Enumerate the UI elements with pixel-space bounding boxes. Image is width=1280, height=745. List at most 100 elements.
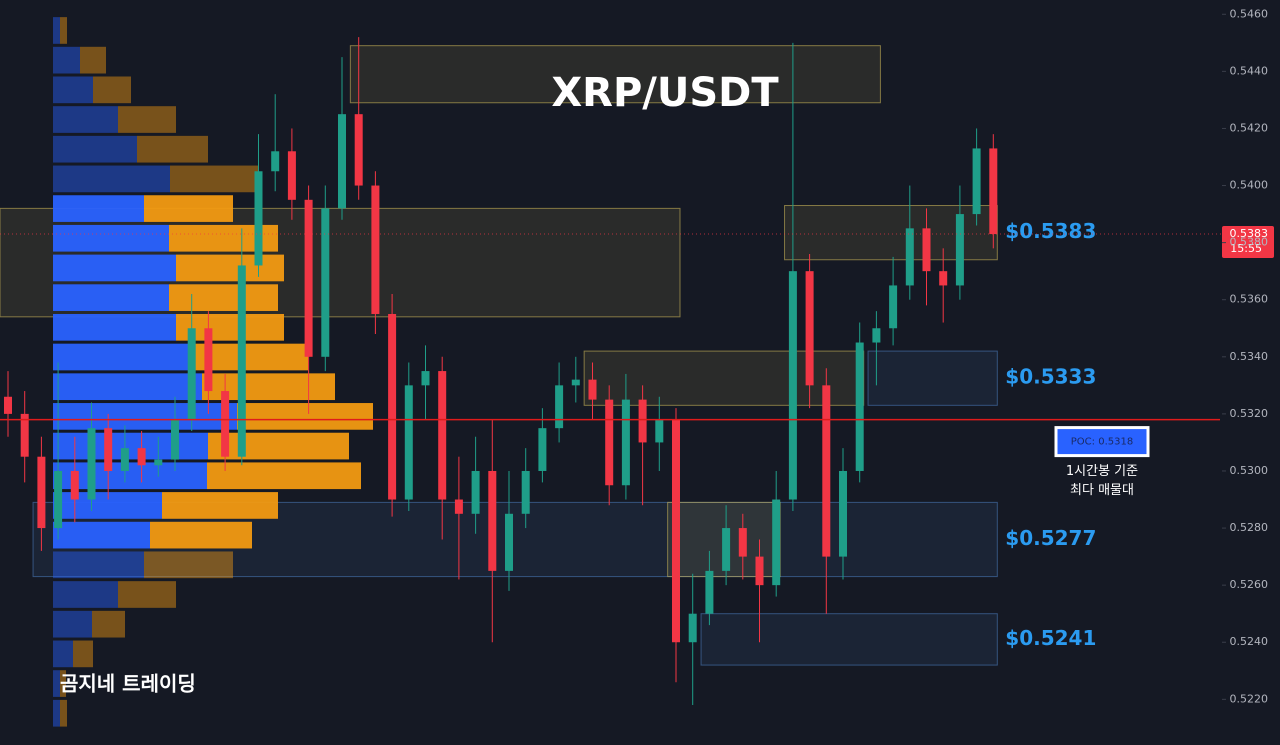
volume-profile: [53, 17, 373, 727]
candle-body: [922, 228, 931, 272]
profile-buy: [53, 581, 118, 608]
candle-body: [221, 391, 230, 457]
candle-body: [638, 399, 647, 443]
profile-sell: [169, 284, 278, 311]
profile-buy: [53, 76, 93, 104]
y-tick-label: 0.5360: [1230, 293, 1269, 306]
candle-body: [321, 208, 330, 357]
profile-sell: [60, 17, 67, 44]
profile-sell: [92, 610, 125, 638]
zone: [583, 350, 865, 406]
profile-buy: [53, 343, 188, 371]
candle-body: [738, 528, 747, 557]
candle-body: [872, 328, 881, 343]
candle-body: [688, 613, 697, 643]
poc-label: POC: 0.5318: [1071, 437, 1133, 448]
profile-sell: [170, 165, 258, 193]
y-tick-label: 0.5240: [1230, 635, 1269, 648]
candle-body: [271, 151, 280, 172]
y-tick-label: 0.5400: [1230, 179, 1269, 192]
candle-body: [254, 171, 263, 266]
profile-sell: [162, 492, 278, 519]
candle-body: [287, 151, 296, 200]
watermark: 곰지네 트레이딩: [60, 672, 196, 696]
profile-sell: [60, 670, 66, 697]
profile-buy: [53, 106, 118, 133]
candle-body: [104, 428, 113, 471]
poc-box: [1054, 426, 1150, 458]
candle-body: [788, 271, 797, 500]
last-price-time: 15:55: [1230, 242, 1262, 255]
candle-body: [605, 399, 614, 486]
candle-body: [187, 328, 196, 420]
candle-body: [955, 214, 964, 286]
zone-label: $0.5333: [1005, 365, 1096, 389]
y-tick-label: 0.5380: [1230, 236, 1269, 249]
candle-body: [571, 379, 580, 386]
candle-body: [989, 148, 998, 235]
y-tick-label: 0.5420: [1230, 121, 1269, 134]
profile-sell: [80, 46, 106, 74]
candle-body: [388, 313, 397, 500]
candle-body: [521, 470, 530, 514]
candle-body: [237, 265, 246, 457]
candle-body: [488, 470, 497, 571]
candle-body: [855, 342, 864, 471]
profile-buy: [53, 165, 170, 193]
last-price-box: [1222, 226, 1274, 259]
candle-body: [805, 271, 814, 386]
candle-body: [672, 419, 680, 643]
profile-sell: [208, 432, 349, 460]
profile-sell: [118, 581, 176, 608]
profile-buy: [53, 640, 73, 668]
candle-body: [204, 328, 213, 392]
profile-buy: [53, 284, 169, 311]
profile-buy: [53, 17, 60, 44]
profile-buy: [53, 224, 169, 252]
candle-body: [438, 371, 447, 500]
profile-sell: [144, 551, 233, 579]
profile-buy: [53, 313, 176, 341]
profile-buy: [53, 373, 202, 401]
profile-buy: [53, 403, 237, 430]
candle-body: [588, 379, 597, 400]
y-tick-label: 0.5280: [1230, 521, 1269, 534]
profile-sell: [176, 254, 284, 282]
candle-body: [755, 556, 764, 586]
candle-body: [338, 114, 346, 209]
y-tick-label: 0.5460: [1230, 7, 1269, 20]
profile-sell: [144, 195, 233, 222]
candle-body: [120, 448, 129, 471]
candle-body: [822, 385, 831, 557]
profile-buy: [53, 46, 80, 74]
last-price-label: 0.5383: [1230, 227, 1269, 240]
candle-body: [404, 385, 413, 500]
candle-body: [889, 285, 898, 329]
candle-body: [655, 419, 664, 443]
candle-body: [37, 456, 46, 529]
zone: [349, 45, 881, 104]
zone-label: $0.5277: [1005, 526, 1096, 550]
candle-body: [939, 271, 948, 286]
y-tick-label: 0.5300: [1230, 464, 1269, 477]
candle-body: [4, 396, 12, 414]
profile-buy: [53, 195, 144, 222]
poc-note: 최다 매물대: [1070, 483, 1134, 498]
candle-body: [972, 148, 981, 215]
candle-body: [538, 428, 547, 471]
y-tick-label: 0.5220: [1230, 692, 1269, 705]
candle-body: [555, 385, 564, 429]
profile-buy: [53, 432, 208, 460]
candle-body: [905, 228, 914, 286]
profile-buy: [53, 699, 60, 727]
profile-sell: [60, 699, 67, 727]
candle-body: [772, 499, 781, 586]
y-tick-label: 0.5340: [1230, 350, 1269, 363]
poc-note: 1시간봉 기준: [1066, 464, 1138, 479]
candle-body: [354, 114, 363, 186]
candle-body: [154, 459, 163, 466]
candle-body: [20, 413, 29, 457]
candle-body: [70, 470, 79, 500]
zone: [784, 205, 998, 261]
